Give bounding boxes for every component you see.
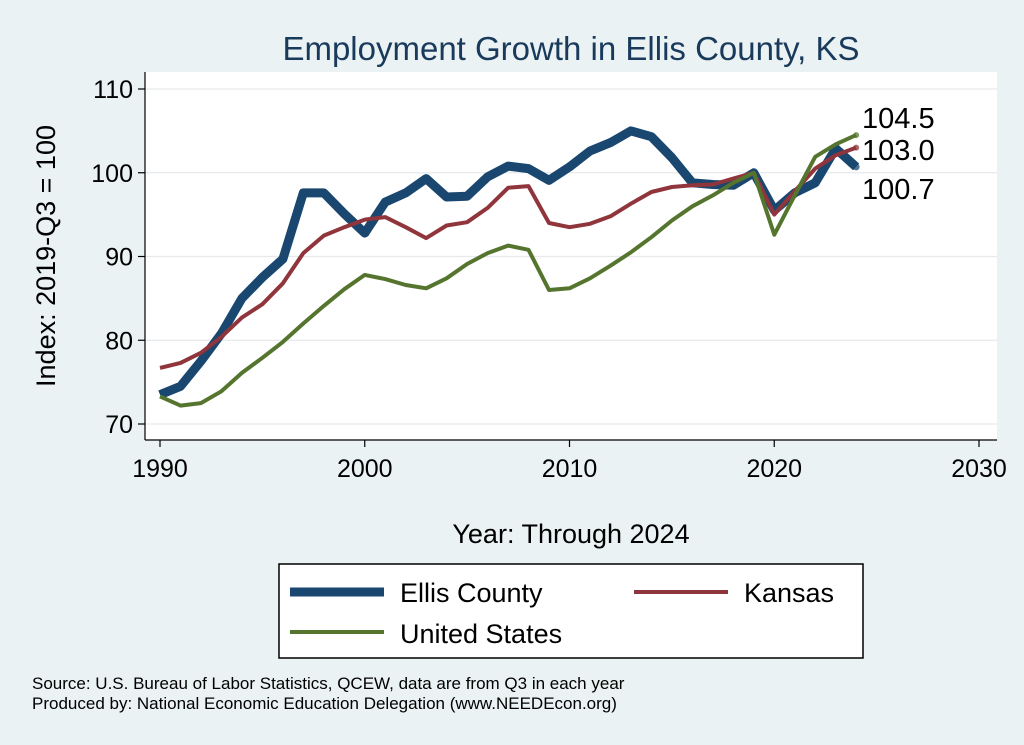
series-layer (158, 126, 860, 408)
x-tick-label-2030: 2030 (951, 455, 1007, 483)
legend-label-ellis: Ellis County (400, 578, 543, 608)
x-tick-label-2000: 2000 (337, 455, 393, 483)
x-tick-label-2020: 2020 (746, 455, 802, 483)
chart-title: Employment Growth in Ellis County, KS (282, 30, 859, 67)
series-line-kansas (159, 145, 857, 370)
legend: Ellis County Kansas United States (278, 563, 864, 659)
y-tick-label-90: 90 (105, 244, 133, 272)
y-tick-label-80: 80 (105, 327, 133, 355)
end-label-ellis-county: 100.7 (862, 174, 935, 206)
x-tick-label-2010: 2010 (542, 455, 598, 483)
legend-label-us: United States (400, 619, 562, 649)
x-axis-title: Year: Through 2024 (452, 519, 689, 549)
end-label-kansas: 103.0 (862, 135, 935, 167)
legend-box (278, 563, 864, 659)
end-label-united-states: 104.5 (862, 103, 935, 135)
axis-layer: 70 80 90 100 110 1990 2000 2010 2020 2030 (91, 72, 1007, 483)
series-end-point-united-states (853, 132, 860, 139)
x-tick-label-1990: 1990 (132, 455, 188, 483)
y-tick-label-100: 100 (91, 160, 133, 188)
legend-label-kansas: Kansas (744, 578, 834, 608)
y-tick-label-110: 110 (93, 76, 133, 104)
series-end-point-ellis-county (852, 163, 860, 171)
source-note: Source: U.S. Bureau of Labor Statistics,… (32, 674, 625, 693)
series-end-point-kansas (853, 144, 860, 151)
series-line-united-states (159, 133, 857, 408)
y-axis-title: Index: 2019-Q3 = 100 (31, 125, 61, 387)
y-tick-label-70: 70 (105, 411, 133, 439)
producer-note: Produced by: National Economic Education… (32, 694, 617, 713)
